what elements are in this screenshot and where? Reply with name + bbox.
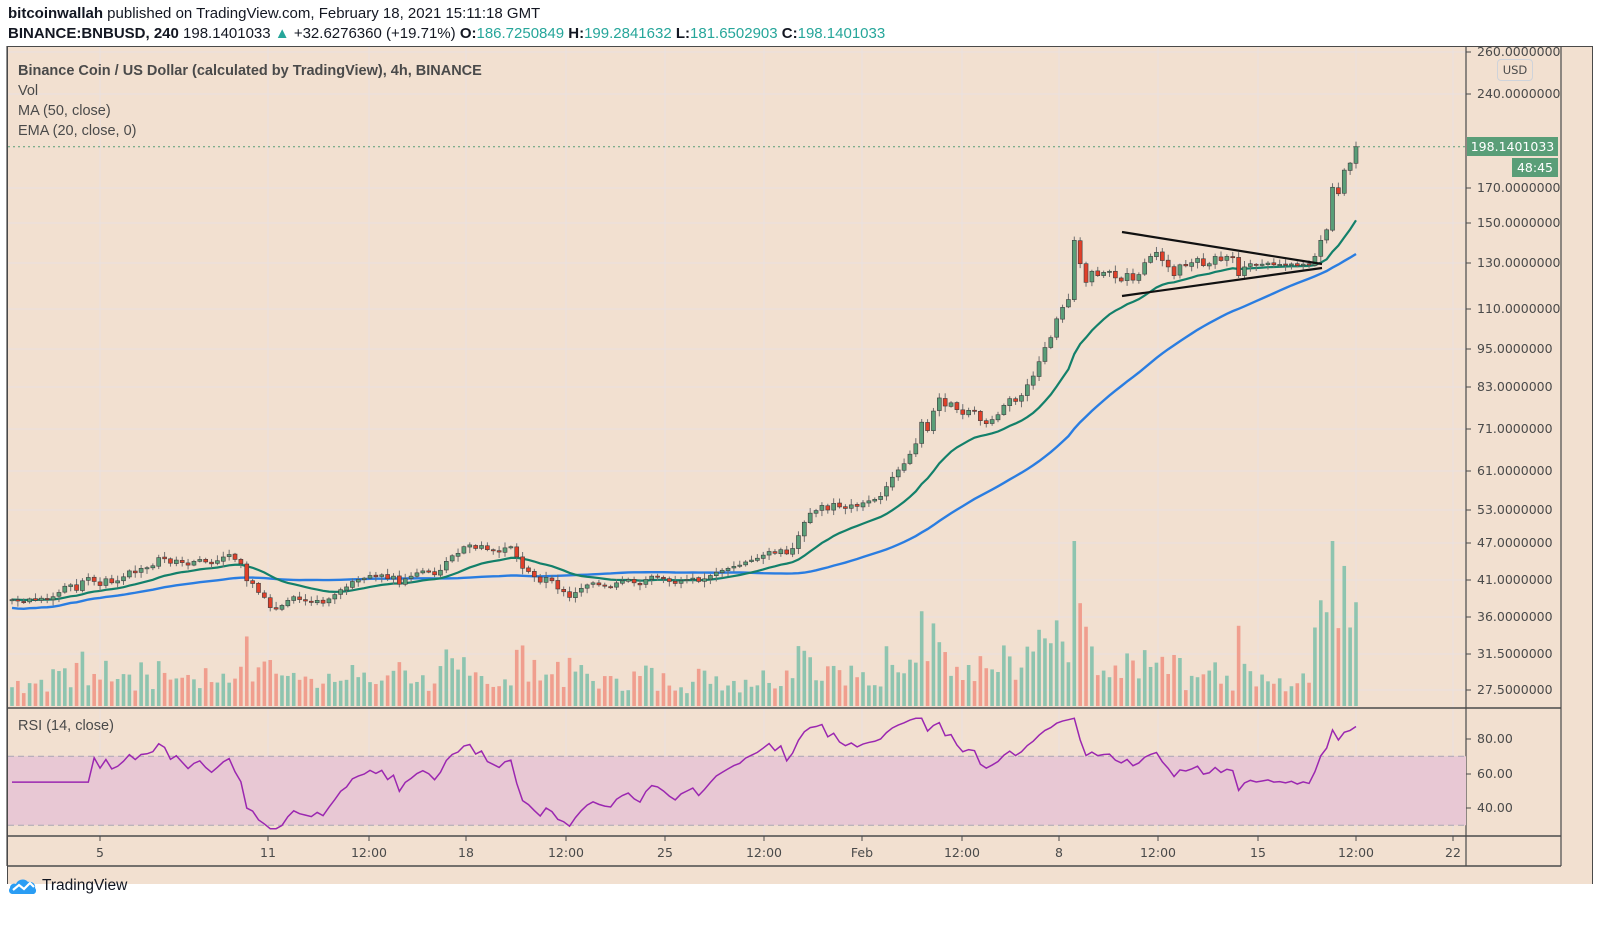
rsi-tick: 80.00: [1477, 731, 1513, 746]
legend-vol[interactable]: Vol: [18, 83, 39, 99]
symbol-label: BINANCE:BNBUSD, 240: [8, 25, 179, 42]
price-tick: 27.5000000: [1477, 682, 1553, 697]
price-tick: 31.5000000: [1477, 646, 1553, 661]
price-tick: 61.0000000: [1477, 463, 1553, 478]
legend-ma[interactable]: MA (50, close): [18, 103, 111, 119]
price-change: +32.6276360 (+19.71%): [293, 25, 456, 42]
time-tick: 12:00: [745, 845, 783, 860]
brand-name: TradingView: [42, 877, 128, 894]
time-tick: 18: [458, 845, 474, 860]
time-tick: Feb: [850, 845, 874, 860]
high-value: 199.2841632: [584, 25, 672, 42]
legend-ema[interactable]: EMA (20, close, 0): [18, 123, 137, 139]
close-label: C:: [781, 25, 798, 42]
time-tick: 12:00: [547, 845, 585, 860]
currency-badge[interactable]: USD: [1497, 59, 1533, 81]
time-tick: 12:00: [1337, 845, 1375, 860]
publish-info: bitcoinwallah published on TradingView.c…: [8, 5, 540, 22]
tradingview-logo[interactable]: TradingView: [8, 877, 127, 895]
price-tick: 170.0000000: [1477, 180, 1561, 195]
time-tick: 25: [657, 845, 673, 860]
open-value: 186.7250849: [476, 25, 565, 42]
price-tick: 150.0000000: [1477, 215, 1561, 230]
up-arrow-icon: ▲: [274, 25, 290, 42]
price-tick: 47.0000000: [1477, 535, 1553, 550]
price-tick: 95.0000000: [1477, 341, 1553, 356]
price-tick: 130.0000000: [1477, 255, 1561, 270]
chart-legend: Binance Coin / US Dollar (calculated by …: [18, 61, 482, 141]
time-tick: 12:00: [1139, 845, 1177, 860]
low-label: L:: [675, 25, 691, 42]
price-tick: 36.0000000: [1477, 609, 1553, 624]
time-tick: 12:00: [943, 845, 981, 860]
cloud-icon: [9, 879, 37, 894]
time-tick: 12:00: [350, 845, 388, 860]
author: bitcoinwallah: [8, 5, 104, 22]
price-tick: 110.0000000: [1477, 301, 1561, 316]
time-tick: 11: [260, 845, 276, 860]
last-price-tag: 198.1401033: [1467, 137, 1558, 156]
price-tick: 41.0000000: [1477, 572, 1553, 587]
high-label: H:: [568, 25, 585, 42]
rsi-label[interactable]: RSI (14, close): [18, 718, 114, 734]
time-tick: 5: [96, 845, 104, 860]
price-tick: 53.0000000: [1477, 502, 1553, 517]
open-label: O:: [459, 25, 477, 42]
price-tick: 83.0000000: [1477, 379, 1553, 394]
last-price: 198.1401033: [183, 25, 271, 42]
publish-text: published on TradingView.com, February 1…: [103, 5, 541, 22]
price-tick: 260.0000000: [1477, 44, 1561, 59]
close-value: 198.1401033: [797, 25, 886, 42]
bar-countdown: 48:45: [1512, 158, 1558, 177]
price-tick: 71.0000000: [1477, 421, 1553, 436]
price-tick: 240.0000000: [1477, 86, 1561, 101]
time-tick: 15: [1250, 845, 1266, 860]
symbol-header: BINANCE:BNBUSD, 240 198.1401033 ▲ +32.62…: [8, 25, 885, 42]
time-tick: 22: [1445, 845, 1461, 860]
chart-title: Binance Coin / US Dollar (calculated by …: [18, 63, 482, 79]
time-tick: 8: [1055, 845, 1063, 860]
rsi-tick: 60.00: [1477, 766, 1513, 781]
rsi-tick: 40.00: [1477, 800, 1513, 815]
low-value: 181.6502903: [690, 25, 778, 42]
